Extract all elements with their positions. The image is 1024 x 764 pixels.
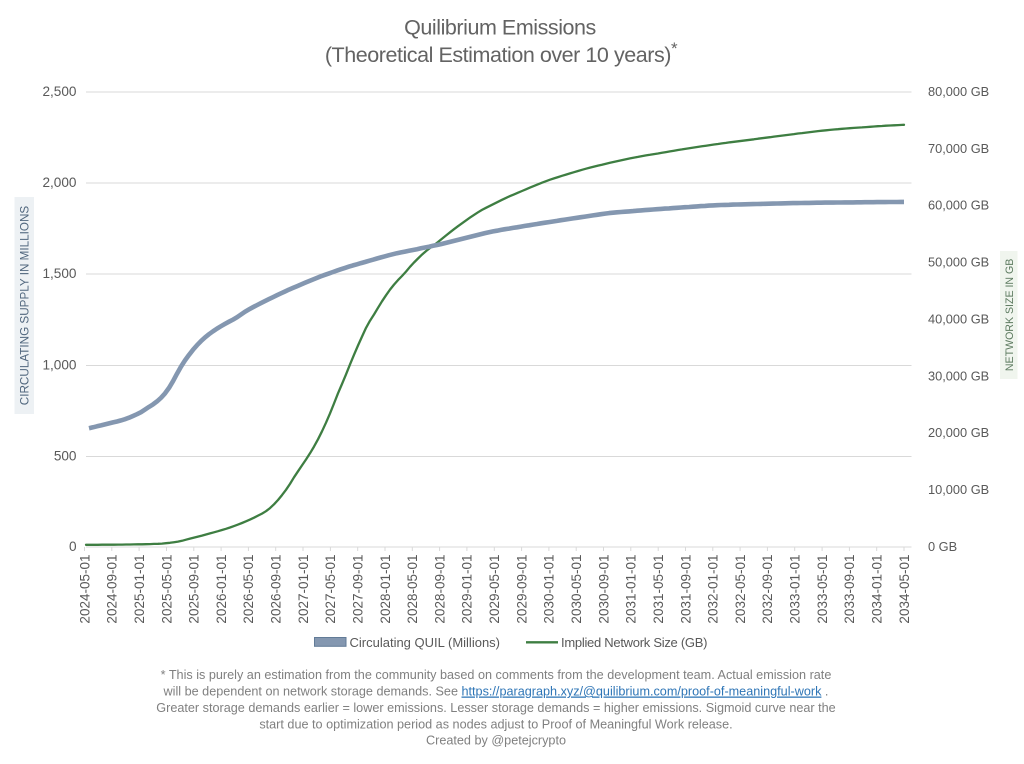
svg-text:Implied Network Size (GB): Implied Network Size (GB) (561, 635, 707, 650)
svg-text:2025-09-01: 2025-09-01 (187, 555, 202, 624)
svg-text:0: 0 (69, 539, 77, 554)
svg-text:2026-05-01: 2026-05-01 (241, 555, 256, 624)
svg-text:2029-01-01: 2029-01-01 (460, 555, 475, 624)
svg-text:50,000 GB: 50,000 GB (928, 255, 989, 270)
svg-text:2031-01-01: 2031-01-01 (624, 555, 639, 624)
svg-text:20,000 GB: 20,000 GB (928, 425, 989, 440)
svg-text:2034-01-01: 2034-01-01 (870, 555, 885, 624)
svg-text:2030-09-01: 2030-09-01 (596, 555, 611, 624)
svg-text:2029-05-01: 2029-05-01 (487, 555, 502, 624)
svg-text:2024-05-01: 2024-05-01 (77, 555, 92, 624)
svg-text:70,000 GB: 70,000 GB (928, 141, 989, 156)
svg-text:(Theoretical Estimation over 1: (Theoretical Estimation over 10 years)* (325, 39, 678, 67)
svg-text:2027-01-01: 2027-01-01 (296, 555, 311, 624)
svg-text:30,000 GB: 30,000 GB (928, 368, 989, 383)
svg-text:Circulating QUIL (Millions): Circulating QUIL (Millions) (350, 635, 501, 650)
svg-text:2028-09-01: 2028-09-01 (432, 555, 447, 624)
svg-text:Quilibrium Emissions: Quilibrium Emissions (404, 16, 596, 40)
svg-text:2031-09-01: 2031-09-01 (678, 555, 693, 624)
svg-text:2032-05-01: 2032-05-01 (733, 555, 748, 624)
svg-text:1,000: 1,000 (42, 357, 76, 372)
svg-text:1,500: 1,500 (42, 266, 76, 281)
svg-text:2027-09-01: 2027-09-01 (351, 555, 366, 624)
svg-text:2026-09-01: 2026-09-01 (269, 555, 284, 624)
svg-text:2031-05-01: 2031-05-01 (651, 555, 666, 624)
svg-text:will be dependent on network s: will be dependent on network storage dem… (163, 685, 829, 699)
svg-text:40,000 GB: 40,000 GB (928, 311, 989, 326)
svg-text:2033-05-01: 2033-05-01 (815, 555, 830, 624)
svg-text:2030-05-01: 2030-05-01 (569, 555, 584, 624)
svg-text:0 GB: 0 GB (928, 539, 957, 554)
svg-text:2030-01-01: 2030-01-01 (542, 555, 557, 624)
svg-text:2025-01-01: 2025-01-01 (132, 555, 147, 624)
svg-text:2,500: 2,500 (42, 84, 76, 99)
svg-text:2028-01-01: 2028-01-01 (378, 555, 393, 624)
svg-text:2,000: 2,000 (42, 175, 76, 190)
svg-text:2033-01-01: 2033-01-01 (788, 555, 803, 624)
svg-text:2034-05-01: 2034-05-01 (897, 555, 912, 624)
svg-text:2033-09-01: 2033-09-01 (842, 555, 857, 624)
svg-text:60,000 GB: 60,000 GB (928, 198, 989, 213)
svg-text:2027-05-01: 2027-05-01 (323, 555, 338, 624)
svg-text:* This is purely an estimation: * This is purely an estimation from the … (161, 668, 832, 682)
svg-text:2024-09-01: 2024-09-01 (105, 555, 120, 624)
svg-text:CIRCULATING SUPPLY IN MILLIONS: CIRCULATING SUPPLY IN MILLIONS (19, 206, 32, 406)
svg-text:Greater storage demands earlie: Greater storage demands earlier = lower … (156, 701, 835, 715)
svg-text:2032-01-01: 2032-01-01 (706, 555, 721, 624)
svg-text:500: 500 (54, 448, 77, 463)
svg-text:2028-05-01: 2028-05-01 (405, 555, 420, 624)
svg-text:10,000 GB: 10,000 GB (928, 482, 989, 497)
svg-text:2029-09-01: 2029-09-01 (514, 555, 529, 624)
svg-text:80,000 GB: 80,000 GB (928, 84, 989, 99)
svg-text:Created by @petejcrypto: Created by @petejcrypto (426, 734, 566, 748)
svg-text:2026-01-01: 2026-01-01 (214, 555, 229, 624)
svg-text:2032-09-01: 2032-09-01 (760, 555, 775, 624)
svg-text:2025-05-01: 2025-05-01 (159, 555, 174, 624)
svg-text:start due to optimization peri: start due to optimization period as node… (259, 718, 732, 732)
svg-text:NETWORK SIZE IN GB: NETWORK SIZE IN GB (1004, 259, 1016, 371)
